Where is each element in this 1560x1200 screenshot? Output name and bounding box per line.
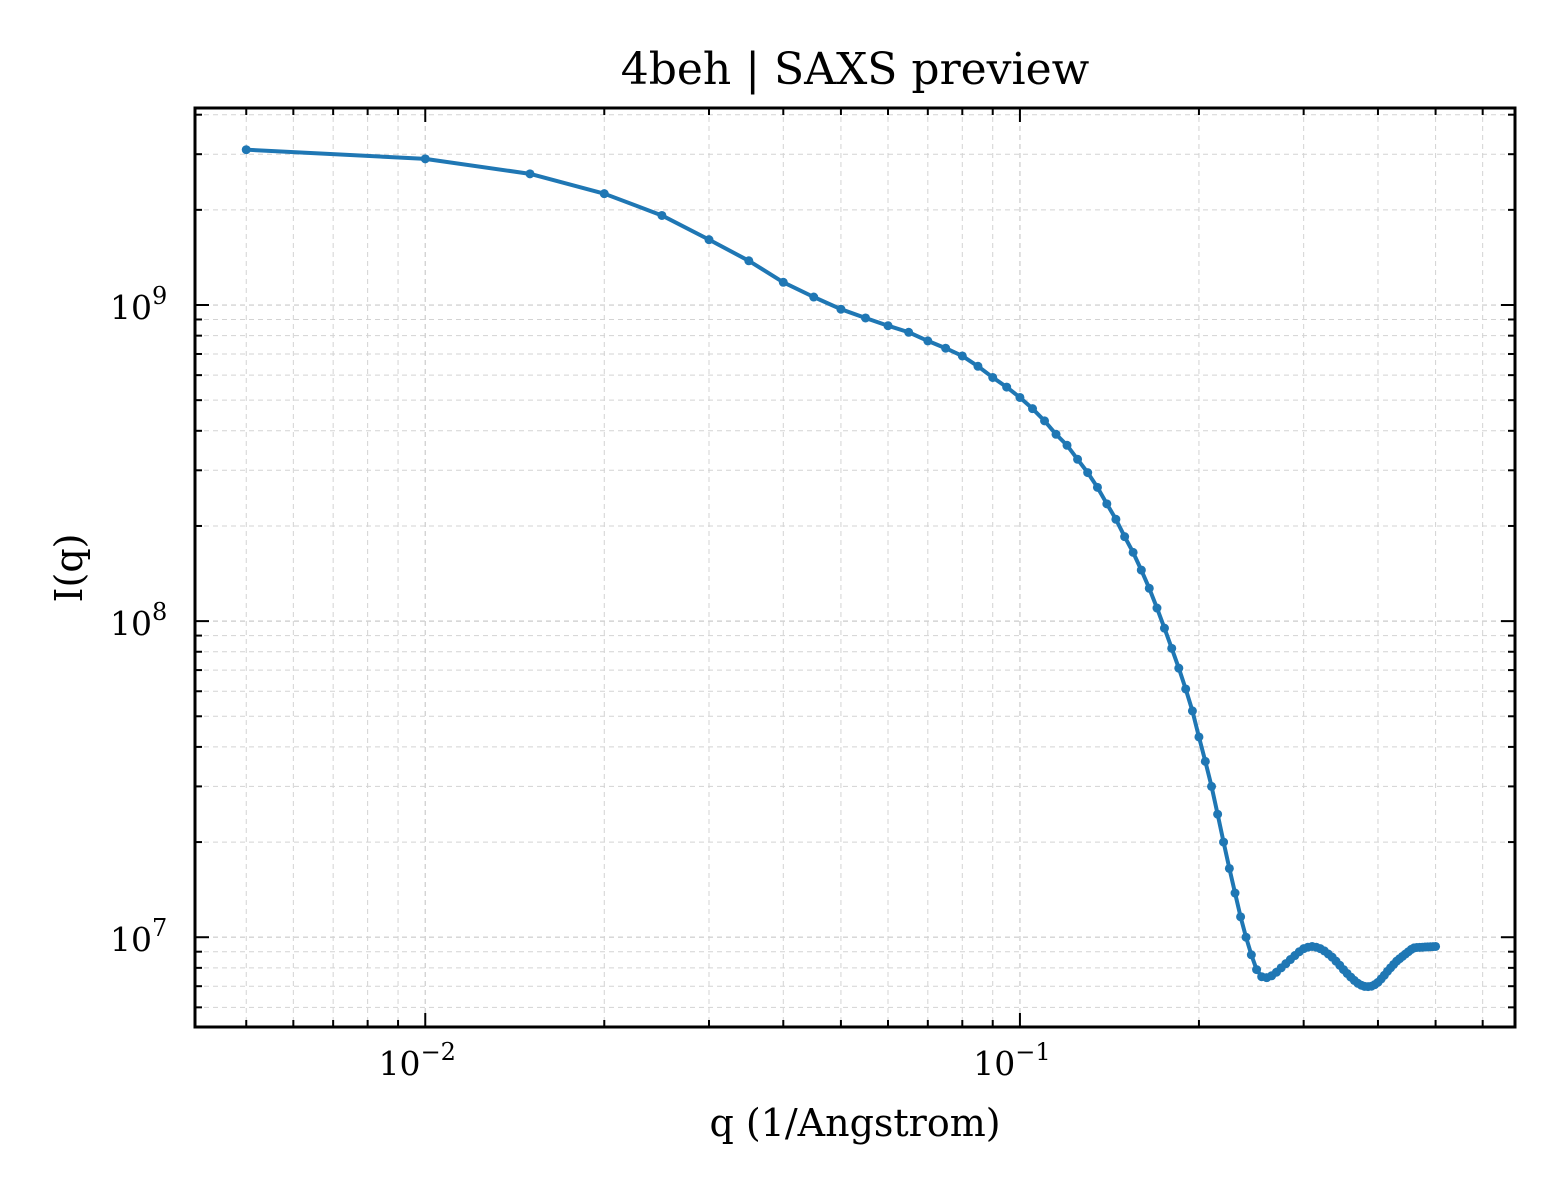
data-point (1111, 514, 1121, 524)
data-point (1200, 756, 1210, 766)
data-point (1152, 603, 1162, 613)
data-point (1174, 663, 1184, 673)
y-tick-base: 10 (110, 288, 152, 327)
data-point (904, 327, 914, 337)
data-point (1230, 888, 1240, 898)
y-axis-label: I(q) (47, 534, 91, 603)
data-point (1241, 932, 1251, 942)
data-point (1219, 837, 1229, 847)
data-point (883, 321, 893, 331)
data-point (1062, 440, 1072, 450)
data-point (1159, 623, 1169, 633)
data-point (657, 210, 667, 220)
x-tick-exponent: −1 (1015, 1038, 1050, 1066)
data-point (1431, 941, 1441, 951)
y-tick-base: 10 (110, 920, 152, 959)
data-point (1181, 684, 1191, 694)
data-point (241, 145, 251, 155)
data-point (1092, 482, 1102, 492)
data-point (1015, 392, 1025, 402)
data-point (988, 372, 998, 382)
data-point (861, 313, 871, 323)
y-tick-exponent: 8 (152, 598, 167, 626)
data-point (1120, 532, 1130, 542)
data-point (525, 169, 535, 179)
x-tick-exponent: −2 (421, 1038, 456, 1066)
data-point (1213, 809, 1223, 819)
data-point (1102, 499, 1112, 509)
data-point (957, 351, 967, 361)
data-point (941, 343, 951, 353)
x-tick-base: 10 (973, 1044, 1015, 1083)
data-point (704, 235, 714, 245)
series-layer (241, 145, 1441, 992)
y-tick-exponent: 7 (152, 914, 167, 942)
data-point (836, 304, 846, 314)
grid (195, 108, 1515, 1027)
data-point (420, 154, 430, 164)
x-tick-label: 10−1 (973, 1038, 1050, 1083)
data-point (1128, 547, 1138, 557)
data-point (973, 361, 983, 371)
data-point (1194, 732, 1204, 742)
x-tick-base: 10 (379, 1044, 421, 1083)
chart-title: 4beh | SAXS preview (621, 44, 1090, 95)
data-point (1207, 781, 1217, 791)
data-point (923, 336, 933, 346)
data-point (744, 256, 754, 266)
data-point (809, 292, 819, 302)
y-tick-base: 10 (110, 604, 152, 643)
data-point (1167, 643, 1177, 653)
data-point (1144, 583, 1154, 593)
data-point (1224, 863, 1234, 873)
y-tick-label: 108 (110, 598, 167, 643)
data-point (1002, 382, 1012, 392)
data-point (1252, 965, 1262, 975)
y-tick-label: 109 (110, 282, 167, 327)
data-point (1051, 429, 1061, 439)
data-point (1236, 912, 1246, 922)
x-tick-label: 10−2 (379, 1038, 456, 1083)
data-point (1136, 565, 1146, 575)
data-point (1028, 404, 1038, 414)
data-point (1246, 950, 1256, 960)
data-point (1083, 468, 1093, 478)
y-tick-exponent: 9 (152, 282, 167, 310)
data-point (1040, 416, 1050, 426)
data-point (599, 189, 609, 199)
data-point (1187, 706, 1197, 716)
plot-frame (193, 106, 1517, 1029)
data-point (1073, 454, 1083, 464)
data-point (778, 277, 788, 287)
y-tick-label: 107 (110, 914, 167, 959)
x-axis-label: q (1/Angstrom) (709, 1101, 1000, 1145)
